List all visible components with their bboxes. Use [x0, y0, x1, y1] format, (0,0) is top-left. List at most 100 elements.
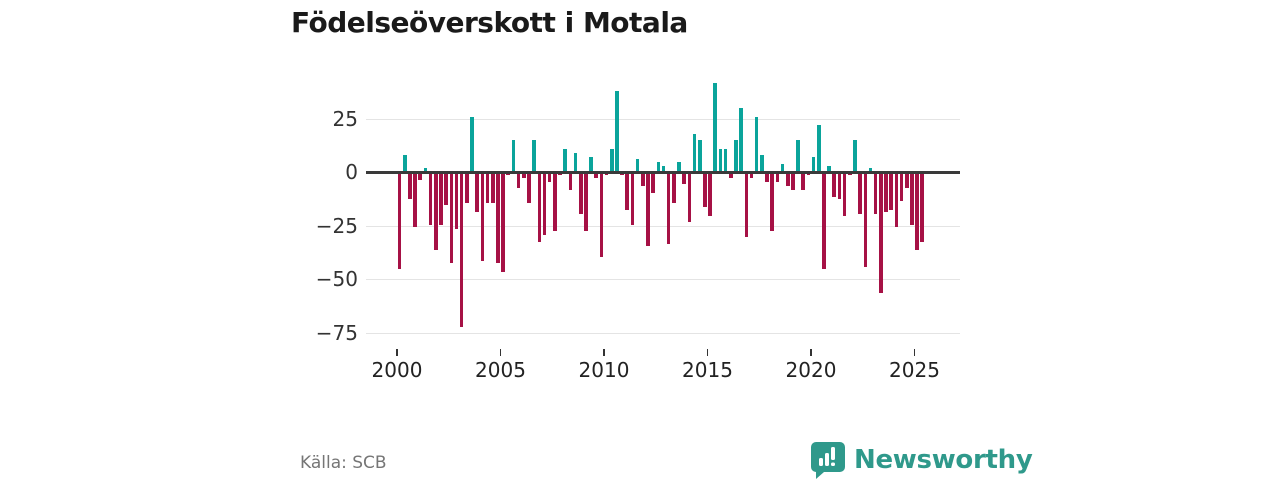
bar-2013Q3 [677, 161, 681, 173]
bar-2001Q1 [418, 173, 423, 180]
bar-2004Q1 [480, 173, 485, 261]
bar-2000Q2 [402, 155, 407, 173]
bar-2003Q1 [459, 173, 464, 328]
bar-2023Q3 [884, 173, 888, 212]
bar-2015Q2 [713, 82, 718, 173]
bar-2007Q3 [553, 173, 557, 231]
bar-2008Q2 [568, 173, 573, 191]
bar-2023Q1 [873, 173, 878, 214]
gridline--75 [366, 332, 960, 334]
bar-2022Q2 [858, 173, 862, 214]
bar-2019Q3 [801, 173, 806, 191]
bar-2021Q2 [837, 173, 842, 199]
bar-2021Q3 [842, 173, 847, 217]
bar-2008Q1 [563, 148, 567, 173]
bar-2009Q2 [589, 157, 593, 173]
bar-2025Q1 [915, 173, 919, 251]
bar-2018Q1 [770, 173, 774, 231]
bar-2004Q3 [490, 173, 495, 204]
bar-2018Q2 [775, 173, 780, 182]
bar-2016Q4 [744, 173, 749, 238]
bar-2022Q1 [853, 140, 857, 173]
bar-2020Q4 [827, 165, 831, 173]
bar-2002Q4 [454, 173, 459, 229]
bar-2010Q1 [604, 173, 609, 176]
gridline--50 [366, 279, 960, 281]
x-axis-label-2025: 2025 [889, 358, 940, 382]
bar-2020Q2 [816, 125, 821, 173]
bar-2000Q1 [397, 173, 402, 270]
bar-2024Q3 [904, 173, 909, 189]
brand-name: Newsworthy [854, 445, 1033, 475]
bar-2022Q4 [868, 168, 873, 173]
x-axis-tick-2015 [706, 349, 709, 356]
x-axis-tick-2000 [396, 349, 398, 356]
bar-2011Q3 [635, 159, 640, 173]
bar-2017Q3 [760, 155, 764, 173]
bar-2011Q2 [630, 173, 635, 225]
plot-area [366, 75, 960, 347]
bar-2008Q3 [573, 153, 578, 173]
bar-2021Q4 [848, 173, 852, 176]
bar-2021Q1 [832, 173, 837, 197]
gridline--25 [366, 225, 960, 227]
bar-2018Q3 [780, 163, 785, 173]
bar-2009Q1 [584, 173, 588, 231]
x-axis-label-2000: 2000 [371, 358, 423, 382]
x-axis-label-2005: 2005 [475, 358, 526, 382]
x-axis-tick-2005 [499, 349, 502, 356]
bar-2002Q2 [444, 173, 448, 206]
bar-2005Q1 [501, 173, 505, 272]
bar-2001Q2 [423, 168, 428, 173]
bar-2015Q3 [718, 148, 723, 173]
bar-2017Q1 [749, 173, 754, 178]
y-axis-label-25: 25 [332, 106, 358, 131]
bar-2009Q3 [594, 173, 599, 178]
bar-2023Q4 [889, 173, 893, 210]
bar-2011Q1 [625, 173, 630, 210]
bar-2017Q2 [754, 116, 759, 173]
bar-2003Q2 [465, 173, 469, 204]
y-axis-label--75: −75 [315, 320, 358, 345]
bar-2015Q1 [708, 173, 712, 217]
bar-2006Q4 [537, 173, 542, 242]
gridline-25 [366, 118, 960, 120]
page-title: Födelseöverskott i Motala [291, 6, 688, 39]
bar-2006Q1 [521, 173, 526, 178]
x-axis-tick-2025 [913, 349, 916, 356]
bar-2010Q2 [609, 148, 614, 173]
bar-2004Q4 [496, 173, 500, 263]
bar-2014Q4 [703, 173, 707, 208]
bar-2007Q4 [558, 173, 562, 176]
bar-2005Q2 [506, 173, 511, 176]
bar-2012Q4 [661, 165, 666, 173]
bar-2014Q3 [697, 140, 702, 173]
bar-2020Q3 [822, 173, 826, 270]
bar-2002Q3 [449, 173, 454, 263]
bar-2003Q4 [475, 173, 479, 212]
bar-2007Q1 [542, 173, 547, 236]
bar-2018Q4 [785, 173, 790, 187]
bar-2017Q4 [765, 173, 769, 182]
bar-2010Q4 [620, 173, 624, 176]
bar-2022Q3 [863, 173, 868, 268]
x-axis-tick-2020 [810, 349, 812, 356]
bar-2024Q4 [910, 173, 914, 225]
bar-2016Q1 [728, 173, 733, 178]
bar-2005Q3 [511, 140, 516, 173]
y-axis-label--25: −25 [315, 213, 358, 238]
x-axis-label-2010: 2010 [578, 358, 630, 382]
source-label: Källa: SCB [300, 453, 387, 473]
y-axis-label-0: 0 [345, 160, 358, 185]
bar-2014Q2 [692, 133, 697, 173]
bar-2024Q2 [899, 173, 904, 202]
y-axis-label--50: −50 [315, 267, 358, 292]
x-axis-label-2020: 2020 [785, 358, 837, 382]
bar-2008Q4 [578, 173, 583, 214]
bar-2009Q4 [599, 173, 604, 257]
bar-2001Q3 [428, 173, 433, 225]
bar-2013Q2 [672, 173, 676, 204]
bar-2013Q4 [682, 173, 686, 184]
bar-2016Q2 [734, 140, 738, 173]
bar-2007Q2 [547, 173, 552, 182]
